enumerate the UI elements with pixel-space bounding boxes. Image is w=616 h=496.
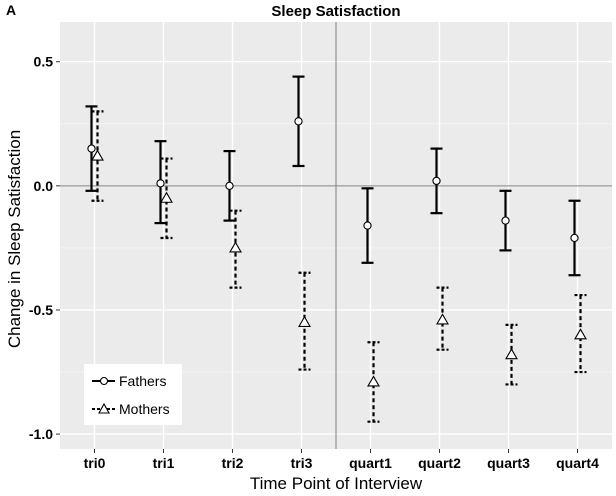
fathers-point-quart1 bbox=[363, 221, 372, 230]
x-tick-label-tri2: tri2 bbox=[222, 455, 244, 471]
x-tick-label-tri1: tri1 bbox=[153, 455, 175, 471]
legend-mothers-marker bbox=[98, 402, 110, 414]
x-tick-label-tri3: tri3 bbox=[291, 455, 313, 471]
x-tick-label-quart3: quart3 bbox=[487, 455, 530, 471]
y-tick-label: -0.5 bbox=[29, 302, 53, 318]
legend-mothers-label: Mothers bbox=[119, 401, 170, 417]
legend-fathers-marker bbox=[99, 376, 109, 386]
y-tick-label: 0.0 bbox=[34, 178, 54, 194]
mothers-point-quart2 bbox=[436, 313, 449, 325]
x-axis-label: Time Point of Interview bbox=[249, 474, 423, 493]
mothers-point-tri0 bbox=[91, 149, 104, 161]
legend: Fathers Mothers bbox=[84, 364, 182, 425]
legend-fathers-label: Fathers bbox=[119, 373, 166, 389]
y-tick-label: -1.0 bbox=[29, 426, 53, 442]
fathers-point-quart3 bbox=[501, 216, 510, 225]
mothers-point-quart3 bbox=[505, 348, 518, 360]
mothers-point-tri3 bbox=[298, 315, 311, 327]
data-marks bbox=[85, 75, 587, 423]
y-tick-label: 0.5 bbox=[34, 54, 54, 70]
chart-title: Sleep Satisfaction bbox=[271, 3, 401, 20]
x-tick-label-tri0: tri0 bbox=[84, 455, 106, 471]
fathers-point-tri1 bbox=[156, 179, 165, 188]
x-tick-label-quart2: quart2 bbox=[418, 455, 461, 471]
axes: 0.5 0.0 -0.5 -1.0 tri0 tri1 tri2 tri3 quart1 quar… bbox=[29, 54, 599, 471]
fathers-point-tri0 bbox=[87, 144, 96, 153]
fathers-point-quart2 bbox=[432, 176, 441, 186]
legend-box bbox=[84, 364, 182, 425]
x-tick-label-quart1: quart1 bbox=[349, 455, 392, 471]
mothers-point-tri2 bbox=[229, 241, 242, 253]
y-axis-label: Change in Sleep Satisfaction bbox=[5, 129, 24, 349]
mothers-point-quart1 bbox=[367, 375, 380, 387]
panel-letter: A bbox=[6, 2, 17, 18]
fathers-point-tri3 bbox=[294, 117, 303, 126]
fathers-point-tri2 bbox=[225, 181, 234, 190]
mothers-point-quart4 bbox=[574, 328, 587, 340]
x-tick-label-quart4: quart4 bbox=[556, 455, 599, 471]
fathers-point-quart4 bbox=[570, 233, 579, 243]
mothers-point-tri1 bbox=[160, 191, 173, 203]
